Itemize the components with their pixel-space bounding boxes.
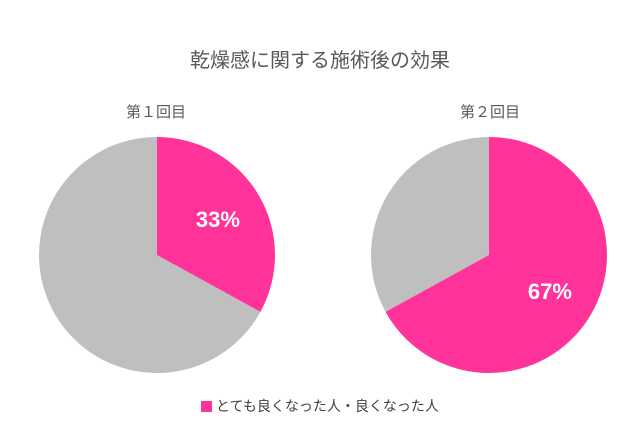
pie-label-1: 第１回目	[125, 103, 186, 121]
pie-2-value-label: 67%	[528, 279, 572, 304]
legend: とても良くなった人・良くなった人	[0, 396, 640, 416]
chart-title: 乾燥感に関する施術後の効果	[190, 48, 450, 72]
pie-2-slice-other	[371, 137, 489, 312]
legend-label: とても良くなった人・良くなった人	[216, 399, 439, 415]
legend-swatch	[201, 400, 213, 412]
pie-1-slice-highlight	[157, 137, 275, 312]
pie-1-value-label: 33%	[196, 207, 240, 232]
pie-label-2: 第２回目	[459, 103, 520, 121]
pie-2-slice-highlight	[385, 137, 607, 373]
pie-1-slice-other	[38, 137, 261, 374]
